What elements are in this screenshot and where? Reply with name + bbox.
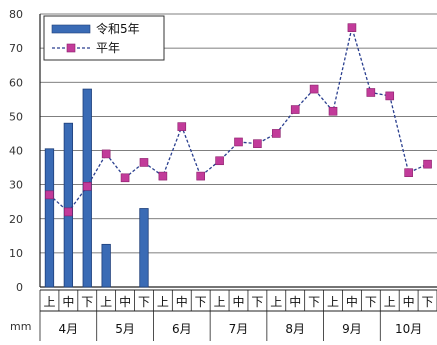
x-tick-label: 上 <box>214 295 226 309</box>
line-marker <box>82 182 92 191</box>
legend-label: 令和5年 <box>96 21 140 36</box>
y-tick-label: 30 <box>9 179 23 192</box>
x-tick-label: 中 <box>62 294 74 309</box>
line-marker <box>366 88 376 97</box>
line-marker <box>64 207 73 217</box>
line-marker <box>253 139 262 148</box>
y-tick-label: 60 <box>9 76 23 89</box>
legend-marker-swatch <box>66 43 76 53</box>
x-tick-label: 下 <box>308 295 320 309</box>
bar <box>101 243 111 288</box>
bar <box>63 122 74 288</box>
month-label: 9月 <box>342 322 362 336</box>
y-tick-label: 20 <box>9 213 23 226</box>
y-tick-label: 0 <box>16 281 23 294</box>
legend-bar-swatch <box>51 24 91 34</box>
x-tick-label: 上 <box>43 295 55 309</box>
line-marker <box>290 105 300 114</box>
x-tick-label: 下 <box>251 295 263 309</box>
month-label: 8月 <box>285 322 305 336</box>
line-marker <box>120 173 130 183</box>
line-marker <box>158 171 168 181</box>
x-tick-label: 中 <box>176 294 188 309</box>
x-tick-label: 下 <box>81 295 93 309</box>
line-marker <box>45 190 54 200</box>
month-label: 6月 <box>172 322 192 336</box>
x-tick-label: 中 <box>403 294 415 309</box>
line-marker <box>328 106 338 116</box>
x-tick-label: 上 <box>270 295 282 309</box>
line-marker <box>404 168 413 177</box>
month-label: 10月 <box>395 322 422 336</box>
x-tick-label: 中 <box>346 294 358 309</box>
bar <box>139 208 149 288</box>
x-tick-label: 上 <box>384 295 396 309</box>
month-label: 5月 <box>115 322 135 336</box>
y-tick-label: 10 <box>9 247 23 260</box>
y-unit-label: mm <box>10 320 31 333</box>
line-marker <box>309 84 319 94</box>
x-tick-label: 中 <box>232 294 244 309</box>
line-marker <box>215 156 224 166</box>
x-tick-label: 上 <box>327 295 339 309</box>
line-marker <box>177 122 187 131</box>
x-tick-label: 下 <box>422 295 434 309</box>
x-tick-label: 下 <box>195 295 207 309</box>
x-tick-label: 上 <box>100 295 112 309</box>
y-tick-label: 80 <box>9 8 23 21</box>
line-marker <box>423 159 432 169</box>
y-tick-label: 40 <box>9 145 23 158</box>
x-tick-label: 下 <box>365 295 377 309</box>
month-label: 7月 <box>229 322 249 336</box>
line-marker <box>234 137 243 147</box>
bar <box>44 148 55 288</box>
x-tick-label: 下 <box>138 295 150 309</box>
line-marker <box>139 158 149 167</box>
bar-series <box>44 88 149 288</box>
x-tick-label: 上 <box>157 295 169 309</box>
x-tick-label: 中 <box>119 294 131 309</box>
line-marker <box>385 91 395 101</box>
line-marker <box>196 171 205 181</box>
legend-box <box>43 15 165 61</box>
y-tick-label: 50 <box>9 110 23 123</box>
line-marker <box>272 129 281 138</box>
line-marker <box>347 23 357 32</box>
x-tick-label: 中 <box>289 294 301 309</box>
y-tick-label: 70 <box>9 42 23 55</box>
month-label: 4月 <box>59 322 79 336</box>
y-axis-ticks: 0 10 20 30 40 50 60 70 80 mm <box>9 8 31 333</box>
line-marker <box>101 149 111 159</box>
x-axis-categories: 上中下上中下上中下上中下上中下上中下上中下4月 5月 6月 7月 8月 9月 10月 <box>39 289 437 341</box>
legend-label: 平年 <box>96 41 120 55</box>
line-series <box>45 23 432 217</box>
